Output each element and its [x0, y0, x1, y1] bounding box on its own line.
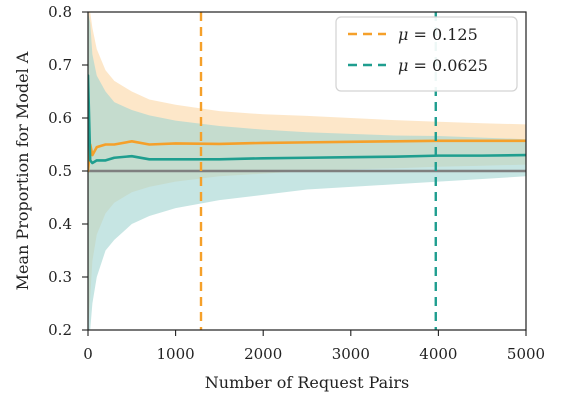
legend-mu-2: μ — [398, 56, 408, 75]
legend-value-1: = 0.125 — [408, 25, 477, 44]
legend-value-2: = 0.0625 — [408, 56, 488, 75]
y-tick-label-7: 0.8 — [48, 3, 72, 21]
series-line-1 — [88, 139, 526, 173]
x-tick-label-1: 0 — [83, 345, 93, 363]
y-tick-label-6: 0.7 — [48, 56, 72, 74]
legend-mu-1: μ — [398, 25, 408, 44]
x-tick-label-2: 1000 — [157, 345, 195, 363]
legend-box — [335, 16, 518, 92]
y-tick-label-4: 0.5 — [48, 162, 72, 180]
y-axis-label: Mean Proportion for Model A — [13, 51, 32, 290]
axis-labels: Number of Request Pairs Mean Proportion … — [13, 51, 409, 392]
x-tick-label-4: 3000 — [332, 345, 370, 363]
y-tick-label-5: 0.6 — [48, 109, 72, 127]
x-tick-label-3: 2000 — [244, 345, 282, 363]
y-tick-label-1: 0.2 — [48, 321, 72, 339]
axes: 0 1000 2000 3000 4000 5000 0.2 0.3 0.4 0.5 0.6 0.7 0… — [48, 3, 545, 363]
y-tick-label-3: 0.4 — [48, 215, 72, 233]
x-axis-label: Number of Request Pairs — [205, 373, 409, 392]
y-tick-label-2: 0.3 — [48, 268, 72, 286]
legend-label-2: μ = 0.0625 — [398, 56, 488, 75]
legend-label-1: μ = 0.125 — [398, 25, 478, 44]
x-tick-label-5: 4000 — [419, 345, 457, 363]
x-tick-label-6: 5000 — [507, 345, 545, 363]
series-line-2 — [88, 74, 526, 165]
